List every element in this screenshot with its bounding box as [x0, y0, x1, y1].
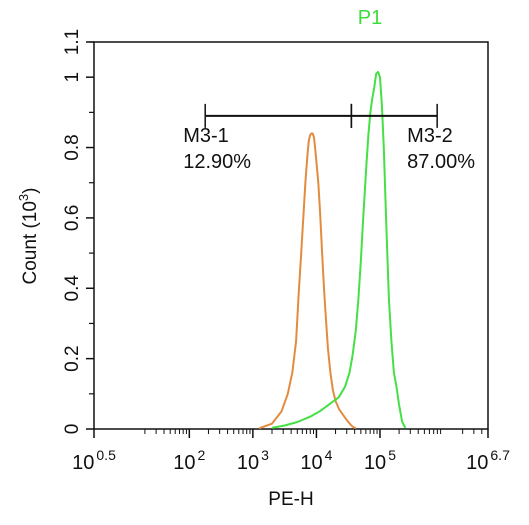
x-tick-exponent: 4: [325, 447, 333, 463]
plot-area-frame: [93, 41, 489, 430]
y-axis-label: Count (103): [16, 187, 41, 284]
chart-title: P1: [358, 7, 382, 29]
series-layer: [258, 70, 407, 430]
y-tick-label: 1: [62, 72, 83, 83]
y-axis-label-group: Count (103): [16, 187, 41, 284]
x-tick-label: 10 4: [300, 447, 332, 474]
x-tick-label: 10 6.7: [466, 447, 510, 474]
y-tick-label: 0.4: [62, 275, 83, 302]
y-tick-label: 1.1: [62, 29, 83, 55]
x-tick-label: 10 3: [237, 447, 269, 474]
x-tick-base: 10: [237, 452, 259, 474]
x-tick-base: 10: [466, 452, 488, 474]
x-axis: 10 0.5 10 2 10 3 10 4 10 5 10 6.7: [72, 429, 510, 474]
x-tick-base: 10: [72, 452, 94, 474]
y-tick-label: 0: [62, 424, 83, 435]
x-axis-label: PE-H: [268, 489, 313, 510]
x-tick-exponent: 3: [261, 447, 269, 463]
y-axis-label-close: ): [20, 187, 41, 193]
y-tick-label: 0.6: [62, 205, 83, 231]
marker-percent: 87.00%: [407, 151, 475, 173]
x-tick-exponent: 0.5: [96, 447, 116, 463]
x-tick-exponent: 6.7: [490, 447, 510, 463]
x-tick-exponent: 2: [198, 447, 206, 463]
y-tick-label: 0.2: [62, 345, 83, 371]
marker-name: M3-2: [407, 125, 453, 147]
y-axis: 0 0.2 0.4 0.6 0.8 1 1.1: [62, 29, 94, 435]
x-tick-base: 10: [300, 452, 322, 474]
x-tick-base: 10: [173, 452, 195, 474]
x-tick-base: 10: [364, 452, 386, 474]
x-tick-label: 10 0.5: [72, 447, 116, 474]
marker-layer: M3-1 12.90% M3-2 87.00%: [183, 103, 475, 173]
y-axis-label-text: Count: [20, 233, 41, 284]
x-tick-label: 10 2: [173, 447, 205, 474]
y-axis-label-open: (10: [20, 201, 41, 234]
marker-percent: 12.90%: [183, 151, 251, 173]
x-tick-exponent: 5: [388, 447, 396, 463]
histogram-series-line: [258, 132, 357, 430]
x-tick-label: 10 5: [364, 447, 396, 474]
y-tick-label: 0.8: [62, 134, 83, 160]
histogram-series-line: [271, 70, 407, 429]
marker-name: M3-1: [183, 125, 229, 147]
y-axis-label-exponent: 3: [16, 194, 31, 201]
